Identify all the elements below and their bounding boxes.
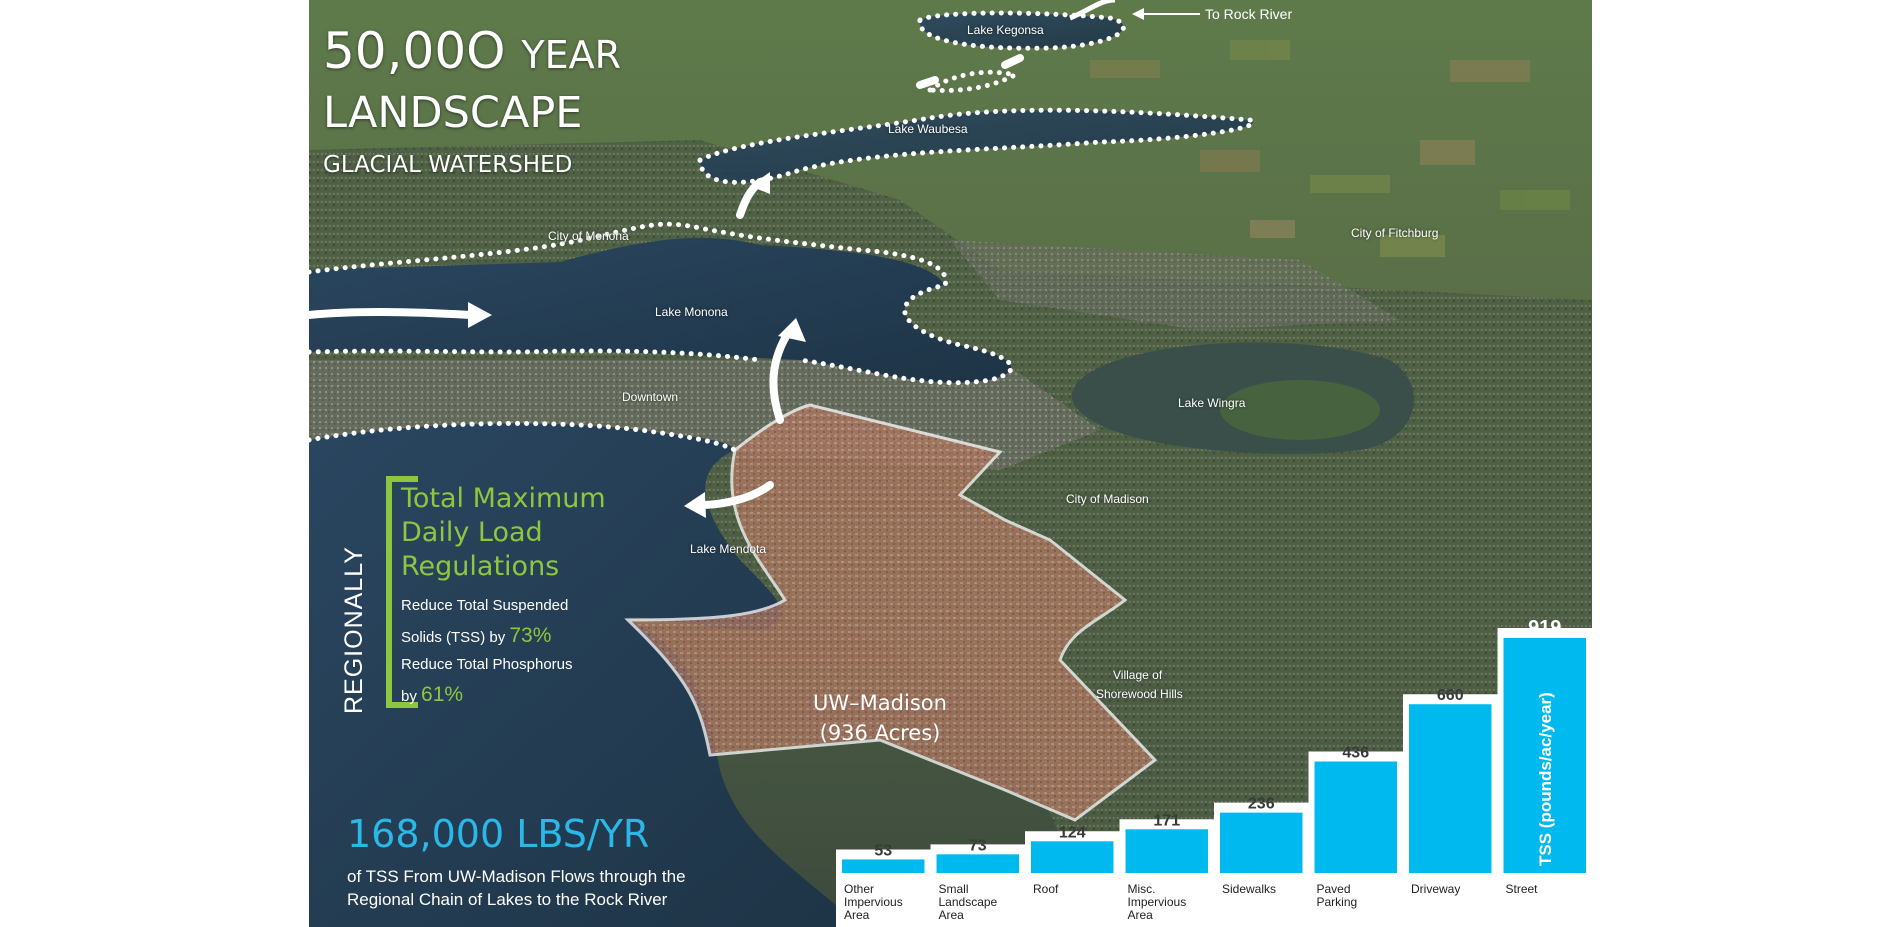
watershed-dotted-lines [306,10,1256,453]
title-number: 50,00O YEAR [323,22,621,80]
label-lake-mendota: Lake Mendota [690,542,767,556]
bar-value-label-2: 124 [1059,824,1086,841]
phos-line1: Reduce Total Phosphorus [401,656,573,673]
category-label-0-0: Other [844,882,874,896]
category-label-3-2: Area [1128,908,1154,922]
category-label-0-1: Impervious [844,895,903,909]
bar-value-label-7: 919 [1528,617,1561,639]
bar-2 [1031,841,1114,873]
bar-4 [1220,812,1303,873]
category-label-3-0: Misc. [1128,882,1156,896]
chart-background [836,628,1592,927]
to-rock-river-arrow [1132,8,1200,20]
bar-value-label-5: 436 [1342,745,1369,762]
category-label-2-0: Roof [1033,882,1059,896]
bar-7 [1503,638,1586,873]
category-label-6-0: Driveway [1411,882,1460,896]
campus-label: UW–Madison (936 Acres) [760,688,1000,748]
regulations-title: Total Maximum Daily Load Regulations [401,483,606,582]
annual-tss-stat: 168,000 LBS/YR [347,812,650,856]
label-to-rock-river: To Rock River [1205,6,1293,22]
bar-value-label-1: 73 [969,837,987,854]
tss-line2: Solids (TSS) by [401,629,506,646]
label-village-line2: Shorewood Hills [1096,687,1183,701]
category-label-0-2: Area [844,908,870,922]
category-label-5-0: Paved [1317,882,1351,896]
label-lake-wingra: Lake Wingra [1178,396,1246,410]
title-year: YEAR [521,33,622,77]
phosphorus-reduction: Reduce Total Phosphorus by 61% [401,650,631,712]
chart-panel-bg [836,628,1592,927]
phos-line2-wrap: by 61% [401,680,631,712]
label-downtown: Downtown [622,390,679,404]
bar-value-label-0: 53 [874,842,892,859]
category-label-7-0: Street [1506,882,1539,896]
bar-0 [842,859,925,873]
category-label-5-1: Parking [1317,895,1358,909]
title-number-text: 50,00O [323,22,506,80]
label-city-of-monona: City of Monona [548,229,629,243]
category-label-1-1: Landscape [939,895,998,909]
chart-value-labels: 53 73 124 171 236 436 660 919 [874,617,1561,859]
phos-percent: 61% [421,683,464,706]
tss-line1: Reduce Total Suspended [401,597,569,614]
title-landscape: LANDSCAPE [323,88,583,138]
uw-campus-outline [624,403,1158,822]
tss-line2-wrap: Solids (TSS) by 73% [401,621,631,653]
tss-reduction: Reduce Total Suspended Solids (TSS) by 7… [401,591,631,653]
category-label-4-0: Sidewalks [1222,882,1276,896]
bar-value-label-4: 236 [1248,796,1275,813]
label-lake-monona: Lake Monona [655,305,728,319]
category-label-1-0: Small [939,882,969,896]
category-label-3-1: Impervious [1128,895,1187,909]
bar-1 [936,854,1019,873]
regulations-bracket [386,476,418,708]
title-subtitle: GLACIAL WATERSHED [323,152,573,178]
label-lake-waubesa: Lake Waubesa [888,122,968,136]
tss-percent: 73% [509,624,552,647]
label-lake-kegonsa: Lake Kegonsa [967,23,1044,37]
arrow-heads [468,172,806,518]
bar-3 [1125,829,1208,873]
bar-value-label-6: 660 [1437,687,1464,704]
label-city-of-fitchburg: City of Fitchburg [1351,226,1439,240]
campus-acres: (936 Acres) [819,721,941,745]
bar-5 [1314,761,1397,873]
chart-category-labels: OtherImperviousAreaSmallLandscapeAreaRoo… [844,882,1538,922]
bar-6 [1409,704,1492,873]
label-village-line1: Village of [1113,668,1163,682]
chart-bars [842,638,1586,873]
category-label-1-2: Area [939,908,965,922]
chart-y-axis-label: TSS (pounds/ac/year) [1536,692,1555,866]
phos-line2: by [401,688,417,705]
bar-value-label-3: 171 [1153,812,1180,829]
annual-tss-description: of TSS From UW-Madison Flows through the… [347,867,686,909]
label-city-of-madison: City of Madison [1066,492,1149,506]
campus-name: UW–Madison [813,691,947,715]
